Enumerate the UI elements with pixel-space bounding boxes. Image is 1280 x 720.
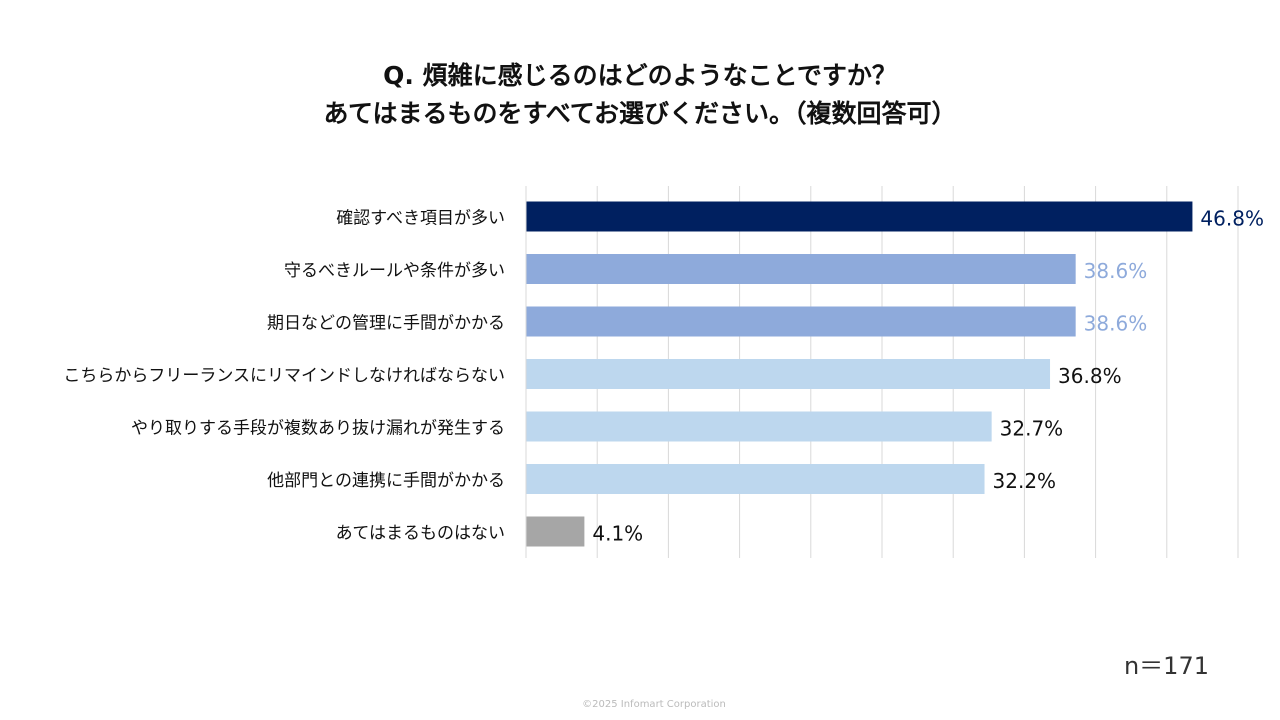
category-label: 他部門との連携に手間がかかる [267, 471, 505, 491]
bar [526, 254, 1076, 284]
chart-title-line-1: Q. 煩雑に感じるのはどのようなことですか？ [383, 61, 897, 90]
data-label: 32.2% [993, 469, 1057, 493]
data-label: 46.8% [1200, 207, 1264, 231]
category-label: 確認すべき項目が多い [336, 209, 505, 229]
data-label: 38.6% [1084, 259, 1148, 283]
bar [526, 201, 1193, 232]
bar [526, 464, 985, 494]
copyright-footer: ©2025 Infomart Corporation [582, 699, 726, 710]
bar [526, 516, 585, 547]
bar [526, 306, 1076, 337]
data-label: 38.6% [1084, 312, 1148, 336]
category-label: こちらからフリーランスにリマインドしなければならない [63, 366, 505, 386]
category-label: 守るべきルールや条件が多い [284, 261, 505, 281]
bar [526, 359, 1051, 389]
bar [526, 411, 992, 442]
data-label: 4.1% [592, 522, 643, 546]
category-label: あてはまるものはない [336, 524, 505, 544]
data-label: 32.7% [1000, 417, 1064, 441]
chart-title-line-2: あてはまるものをすべてお選びください。（複数回答可） [323, 99, 957, 128]
category-label: 期日などの管理に手間がかかる [267, 314, 505, 334]
sample-size-label: n＝171 [1123, 652, 1209, 680]
data-label: 36.8% [1058, 364, 1122, 388]
category-label: やり取りする手段が複数あり抜け漏れが発生する [131, 419, 505, 439]
